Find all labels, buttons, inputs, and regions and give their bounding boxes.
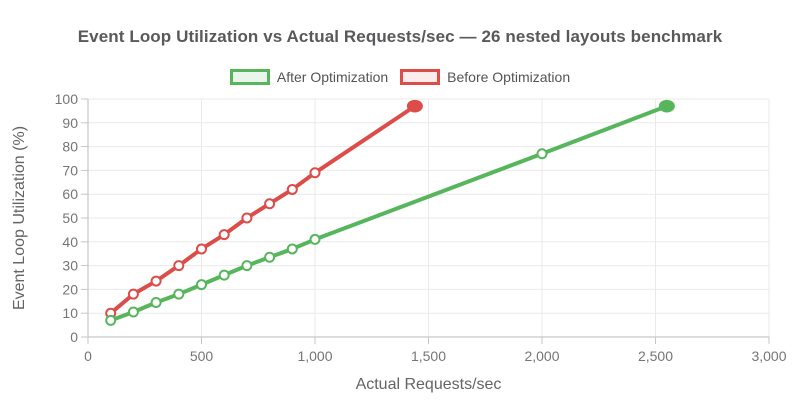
x-tick-label: 1,500 [411,348,446,364]
y-tick-label: 50 [62,210,78,226]
data-point-after-optimization[interactable] [105,314,117,326]
data-point-after-optimization[interactable] [127,306,139,318]
y-tick-label: 10 [62,305,78,321]
data-point-before-optimization[interactable] [196,243,207,255]
data-point-before-optimization[interactable] [173,260,185,272]
x-tick-label: 0 [84,348,92,364]
x-tick-label: 500 [190,348,214,364]
y-tick-label: 20 [62,281,78,297]
chart-title: Event Loop Utilization vs Actual Request… [77,27,723,46]
y-tick-label: 90 [62,115,78,131]
data-point-before-optimization[interactable] [264,198,276,210]
data-point-before-optimization[interactable] [218,229,230,241]
data-point-after-optimization[interactable] [150,296,162,308]
y-tick-label: 100 [55,91,79,107]
x-tick-label: 3,000 [751,348,786,364]
data-point-after-optimization[interactable] [218,269,230,281]
y-axis-title: Event Loop Utilization (%) [11,126,28,310]
legend: After Optimization Before Optimization [0,69,800,85]
y-tick-label: 60 [62,186,78,202]
x-tick-label: 2,500 [638,348,673,364]
data-point-before-optimization[interactable] [150,275,162,287]
data-point-after-optimization[interactable] [264,251,276,263]
data-point-after-optimization[interactable] [241,260,253,272]
data-point-after-optimization[interactable] [536,148,548,160]
y-tick-label: 40 [62,234,78,250]
x-axis-title: Actual Requests/sec [356,376,502,393]
data-point-before-optimization[interactable] [241,212,253,224]
legend-item-after-optimization[interactable]: After Optimization [229,69,389,85]
end-point-before-optimization[interactable] [406,99,423,113]
data-point-after-optimization[interactable] [173,288,185,300]
data-point-before-optimization[interactable] [309,167,321,179]
data-point-before-optimization[interactable] [286,183,298,195]
data-point-after-optimization[interactable] [309,233,321,245]
y-tick-label: 0 [70,329,78,345]
legend-item-before-optimization[interactable]: Before Optimization [400,69,570,85]
y-tick-label: 80 [62,139,78,155]
y-tick-label: 70 [62,162,78,178]
data-point-after-optimization[interactable] [196,279,207,291]
series-line-after-optimization [108,104,669,323]
legend-swatch-after-optimization [229,69,270,85]
end-point-after-optimization[interactable] [658,99,675,113]
x-tick-label: 2,000 [524,348,559,364]
data-point-before-optimization[interactable] [127,288,139,300]
x-tick-label: 1,000 [297,348,332,364]
legend-label-before-optimization: Before Optimization [447,69,571,85]
legend-swatch-before-optimization [400,69,441,85]
legend-label-after-optimization: After Optimization [276,69,389,85]
y-tick-label: 30 [62,258,78,274]
data-point-after-optimization[interactable] [286,243,298,255]
